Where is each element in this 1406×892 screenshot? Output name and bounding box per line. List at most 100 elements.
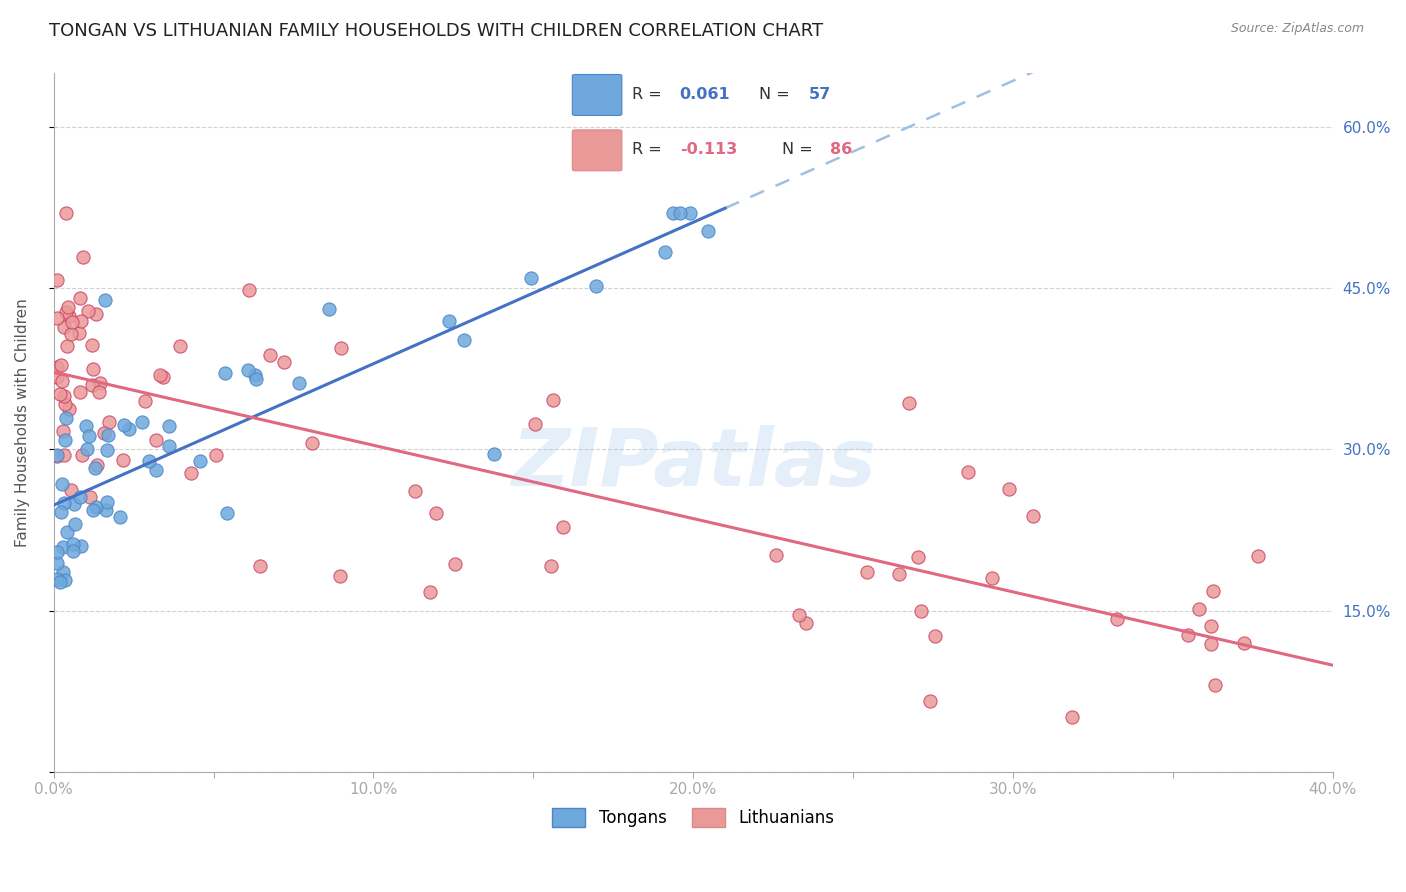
Point xyxy=(215,506,238,520)
Point xyxy=(301,436,323,450)
Point xyxy=(46,359,69,374)
Point xyxy=(79,491,101,505)
Text: ZIPatlas: ZIPatlas xyxy=(510,425,876,503)
Point xyxy=(70,314,93,328)
Point xyxy=(62,537,84,551)
Point xyxy=(76,442,98,457)
Point xyxy=(53,448,76,462)
Point xyxy=(898,396,921,410)
Point xyxy=(53,495,76,509)
Point xyxy=(45,448,67,462)
Point xyxy=(1177,627,1199,641)
Point xyxy=(55,305,77,319)
Point xyxy=(180,466,202,480)
Point xyxy=(214,366,236,380)
Point xyxy=(787,608,810,623)
Point xyxy=(245,372,267,386)
Point xyxy=(152,369,174,384)
Text: 57: 57 xyxy=(808,87,831,103)
Point xyxy=(551,520,574,534)
Point xyxy=(329,341,352,355)
Point xyxy=(169,339,191,353)
Point xyxy=(887,567,910,582)
Point xyxy=(287,376,309,390)
Point xyxy=(856,565,879,579)
Point xyxy=(1188,602,1211,616)
Point xyxy=(249,558,271,573)
Point xyxy=(96,442,118,457)
Text: 0.061: 0.061 xyxy=(679,87,730,103)
Point xyxy=(82,337,104,351)
Point xyxy=(425,506,447,520)
Point xyxy=(134,394,156,409)
Point xyxy=(86,307,108,321)
Point xyxy=(89,376,111,390)
Point xyxy=(59,483,82,498)
Point xyxy=(49,359,72,373)
Point xyxy=(45,450,67,464)
Point xyxy=(696,224,718,238)
Point xyxy=(69,384,91,399)
Point xyxy=(80,378,103,392)
Point xyxy=(72,250,94,264)
Point xyxy=(669,206,692,220)
Point xyxy=(49,505,72,519)
Point xyxy=(1022,509,1045,524)
Point xyxy=(924,629,946,643)
Point xyxy=(48,387,70,401)
Point xyxy=(97,415,120,429)
Text: -0.113: -0.113 xyxy=(679,142,737,157)
Point xyxy=(1202,584,1225,599)
Point xyxy=(1204,678,1226,692)
Point xyxy=(236,363,259,377)
Point xyxy=(1062,709,1084,723)
Point xyxy=(157,439,180,453)
Point xyxy=(1247,549,1270,563)
Point xyxy=(920,694,942,708)
Point xyxy=(96,495,118,509)
Point xyxy=(69,291,91,305)
Point xyxy=(63,516,86,531)
Point xyxy=(520,270,543,285)
Point xyxy=(52,540,75,554)
Point xyxy=(108,510,131,524)
Point xyxy=(796,616,818,631)
Point xyxy=(585,278,607,293)
Text: R =: R = xyxy=(631,87,666,103)
Text: R =: R = xyxy=(631,142,666,157)
Point xyxy=(654,244,676,259)
Text: N =: N = xyxy=(759,87,794,103)
Point xyxy=(910,604,932,618)
Point xyxy=(56,524,79,539)
Point xyxy=(45,369,67,384)
Text: N =: N = xyxy=(782,142,818,157)
Point xyxy=(957,465,980,479)
Point xyxy=(96,503,118,517)
Point xyxy=(48,574,70,589)
Point xyxy=(55,206,77,220)
Point xyxy=(97,428,120,442)
Point xyxy=(82,502,104,516)
Point xyxy=(131,416,153,430)
Point xyxy=(45,545,67,559)
Point xyxy=(111,453,134,467)
Point xyxy=(1105,612,1128,626)
Y-axis label: Family Households with Children: Family Households with Children xyxy=(15,298,30,547)
Point xyxy=(404,484,426,499)
Point xyxy=(60,315,83,329)
Point xyxy=(157,419,180,434)
Point xyxy=(52,565,75,579)
Point xyxy=(907,549,929,564)
Point xyxy=(53,320,76,334)
Point xyxy=(77,304,100,318)
Point xyxy=(94,293,117,307)
Point xyxy=(63,498,86,512)
Point xyxy=(67,326,90,341)
Point xyxy=(482,447,505,461)
Point xyxy=(259,348,281,362)
Text: 86: 86 xyxy=(830,142,852,157)
Legend: Tongans, Lithuanians: Tongans, Lithuanians xyxy=(546,801,841,834)
Point xyxy=(245,368,267,382)
Point xyxy=(523,417,546,432)
Point xyxy=(318,302,340,317)
